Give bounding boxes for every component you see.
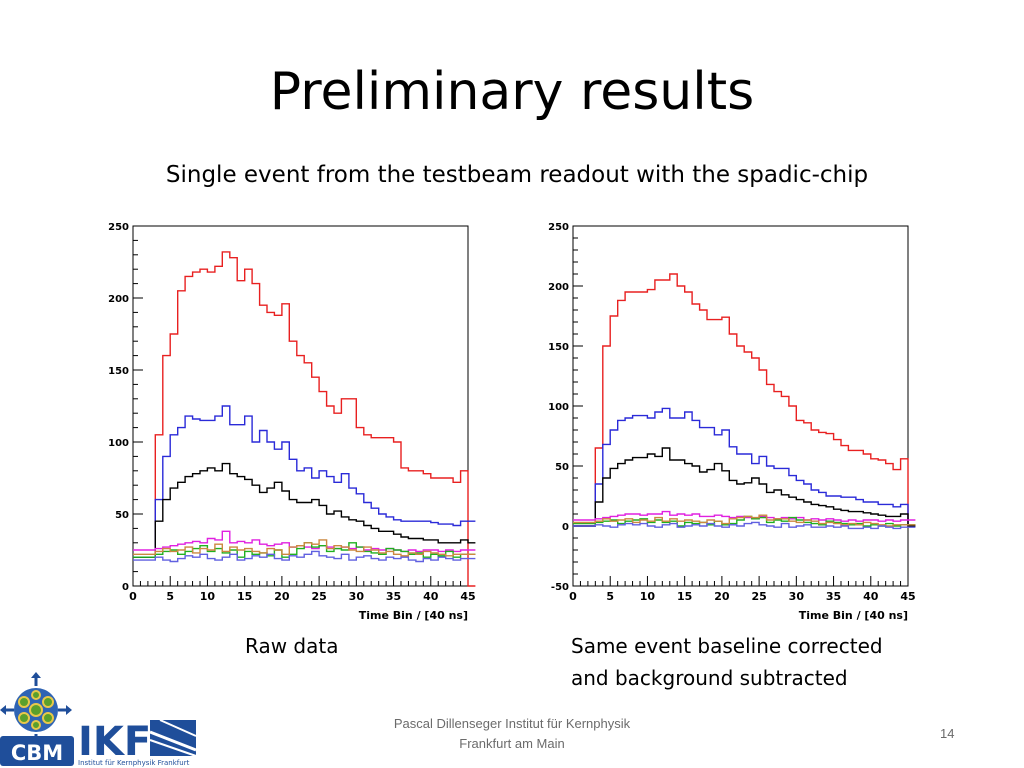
- x-tick-label: 45: [460, 590, 475, 603]
- ikf-text: IKF: [78, 719, 151, 765]
- ikf-flag-icon: [149, 719, 197, 757]
- footer-line1: Pascal Dillenseger Institut für Kernphys…: [393, 716, 631, 731]
- x-tick-label: 5: [606, 590, 614, 603]
- x-tick-label: 5: [166, 590, 174, 603]
- y-tick-label: 0: [122, 582, 129, 593]
- raw-data-chart: 0 5 10 15 20 25 30 35 40 45 0 50 100 150 200 250 Time Bi…: [108, 222, 476, 622]
- series-line-6: [133, 539, 476, 557]
- caption-corrected-line2: and background subtracted: [571, 666, 848, 690]
- series-line-7: [133, 550, 476, 563]
- x-axis-label: Time Bin / [40 ns]: [799, 609, 908, 622]
- page-number: 14: [940, 726, 955, 741]
- cbm-ikf-logo: CBM IKF Institut für Kernphysik Frankfur…: [0, 672, 197, 767]
- ikf-subtext: Institut für Kernphysik Frankfurt: [78, 759, 190, 767]
- caption-raw-data: Raw data: [245, 634, 339, 658]
- x-tick-label: 0: [569, 590, 577, 603]
- y-tick-label: 100: [108, 438, 129, 449]
- y-tick-label: 0: [562, 522, 569, 533]
- series-line-2: [133, 405, 476, 558]
- caption-corrected-line1: Same event baseline corrected: [571, 634, 883, 658]
- x-tick-label: 45: [900, 590, 915, 603]
- slide-subtitle: Single event from the testbeam readout w…: [165, 162, 869, 188]
- y-tick-label: 250: [108, 222, 129, 233]
- plot-frame: [572, 225, 909, 587]
- x-tick-label: 40: [863, 590, 879, 603]
- x-tick-label: 40: [423, 590, 439, 603]
- x-tick-label: 15: [237, 590, 252, 603]
- x-tick-label: 30: [789, 590, 805, 603]
- y-tick-label: 200: [548, 282, 569, 293]
- series-line-6: [573, 514, 916, 527]
- x-axis-label: Time Bin / [40 ns]: [359, 609, 468, 622]
- cbm-text: CBM: [11, 741, 63, 765]
- x-tick-label: 20: [714, 590, 730, 603]
- x-tick-label: 10: [200, 590, 216, 603]
- y-tick-label: 50: [115, 510, 129, 521]
- plot-frame: [132, 225, 469, 587]
- series-line-3: [573, 447, 916, 527]
- footer-line2: Frankfurt am Main: [459, 736, 565, 751]
- x-tick-label: 10: [640, 590, 656, 603]
- x-tick-label: 30: [349, 590, 365, 603]
- x-tick-label: 25: [311, 590, 326, 603]
- y-tick-label: 150: [548, 342, 569, 353]
- footer: Pascal Dillenseger Institut für Kernphys…: [330, 714, 694, 754]
- series-line-1: [133, 251, 476, 587]
- y-tick-label: 250: [548, 222, 569, 233]
- y-tick-label: 200: [108, 294, 129, 305]
- series-line-2: [573, 407, 916, 527]
- series-line-3: [133, 462, 476, 558]
- x-tick-label: 35: [386, 590, 401, 603]
- caption-corrected: Same event baseline corrected and backgr…: [571, 630, 883, 694]
- x-tick-label: 0: [129, 590, 137, 603]
- y-tick-label: 150: [108, 366, 129, 377]
- x-tick-label: 25: [751, 590, 766, 603]
- slide-title: Preliminary results: [269, 62, 755, 122]
- y-tick-label: -50: [551, 582, 569, 593]
- y-tick-label: 50: [555, 462, 569, 473]
- y-tick-label: 100: [548, 402, 569, 413]
- x-tick-label: 15: [677, 590, 692, 603]
- x-tick-label: 20: [274, 590, 290, 603]
- x-tick-label: 35: [826, 590, 841, 603]
- series-line-7: [573, 521, 916, 530]
- series-line-1: [573, 273, 916, 527]
- corrected-data-chart: 0 5 10 15 20 25 30 35 40 45-50050100150200250Time…: [548, 222, 916, 622]
